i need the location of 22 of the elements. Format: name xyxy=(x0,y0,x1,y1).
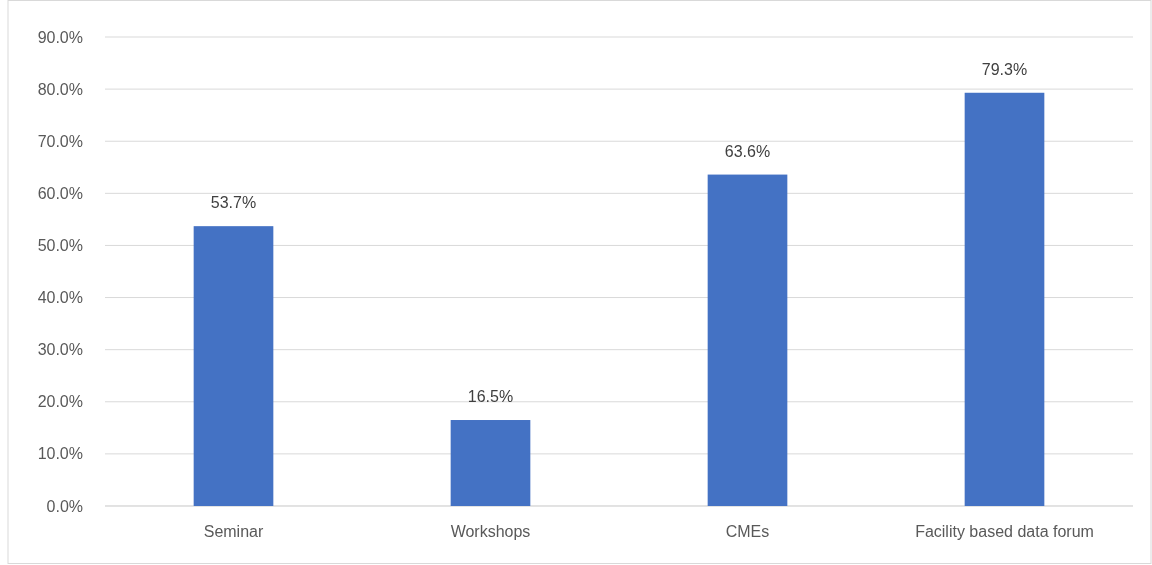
y-tick-label: 40.0% xyxy=(37,289,83,307)
y-tick-label: 80.0% xyxy=(37,80,83,98)
y-tick-label: 20.0% xyxy=(37,393,83,411)
y-tick-label: 0.0% xyxy=(46,497,83,515)
data-label: 53.7% xyxy=(210,194,257,212)
data-label: 16.5% xyxy=(467,388,514,406)
data-label: 79.3% xyxy=(981,60,1028,78)
x-tick-label: Seminar xyxy=(203,523,264,540)
y-tick-label: 30.0% xyxy=(37,341,83,359)
y-tick-label: 50.0% xyxy=(37,237,83,255)
x-tick-label: CMEs xyxy=(725,523,770,540)
bar xyxy=(450,420,531,506)
x-tick-label: Facility based data forum xyxy=(915,523,1094,540)
bar xyxy=(964,92,1045,506)
y-tick-label: 10.0% xyxy=(37,445,83,463)
y-tick-label: 70.0% xyxy=(37,132,83,150)
y-tick-label: 60.0% xyxy=(37,184,83,202)
data-label: 63.6% xyxy=(724,142,771,160)
bar xyxy=(707,174,788,506)
x-tick-label: Workshops xyxy=(450,523,531,540)
y-tick-label: 90.0% xyxy=(37,28,83,46)
bar xyxy=(193,226,274,506)
